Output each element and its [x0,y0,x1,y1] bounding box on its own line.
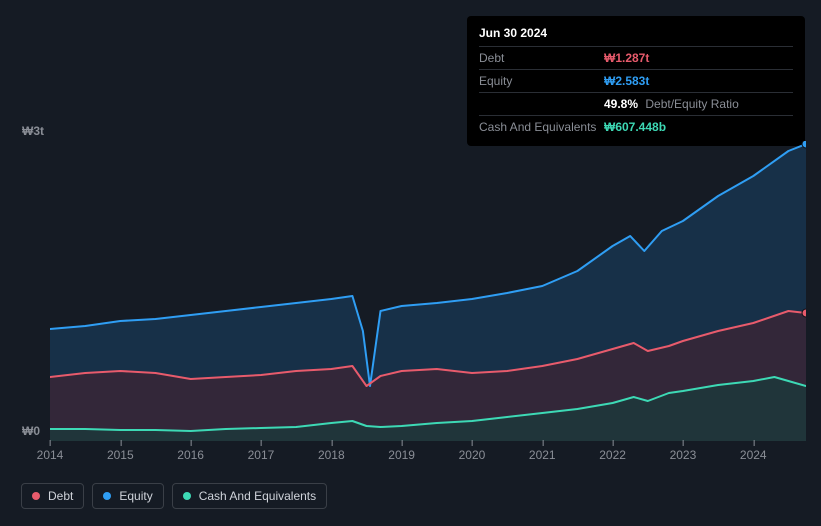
legend: Debt Equity Cash And Equivalents [21,483,327,509]
x-axis-tick: 2024 [740,448,767,462]
legend-item-equity[interactable]: Equity [92,483,163,509]
x-axis-tick: 2018 [318,448,345,462]
x-axis-tick: 2020 [459,448,486,462]
x-axis: 2014201520162017201820192020202120222023… [50,448,806,468]
legend-label: Debt [48,489,73,503]
y-axis-tick-bottom: ₩0 [22,424,40,438]
legend-dot [103,492,111,500]
legend-label: Equity [119,489,152,503]
plot-area [50,141,806,441]
x-axis-tick: 2016 [177,448,204,462]
x-axis-tick: 2017 [248,448,275,462]
legend-item-cash[interactable]: Cash And Equivalents [172,483,327,509]
y-axis-tick-top: ₩3t [22,124,44,138]
x-axis-tick: 2021 [529,448,556,462]
x-axis-tick: 2015 [107,448,134,462]
x-axis-tick: 2023 [670,448,697,462]
legend-item-debt[interactable]: Debt [21,483,84,509]
chart-container: Jun 30 2024 Debt ₩1.287t Equity ₩2.583t … [0,0,821,526]
legend-label: Cash And Equivalents [199,489,316,503]
chart-svg [50,141,806,441]
x-axis-tick: 2014 [37,448,64,462]
chart-area[interactable]: ₩3t ₩0 2014 2015 2016 2017 2018 2019 2020 2021 2… [0,0,821,526]
legend-dot [32,492,40,500]
x-axis-tick: 2019 [388,448,415,462]
legend-dot [183,492,191,500]
x-axis-tick: 2022 [599,448,626,462]
